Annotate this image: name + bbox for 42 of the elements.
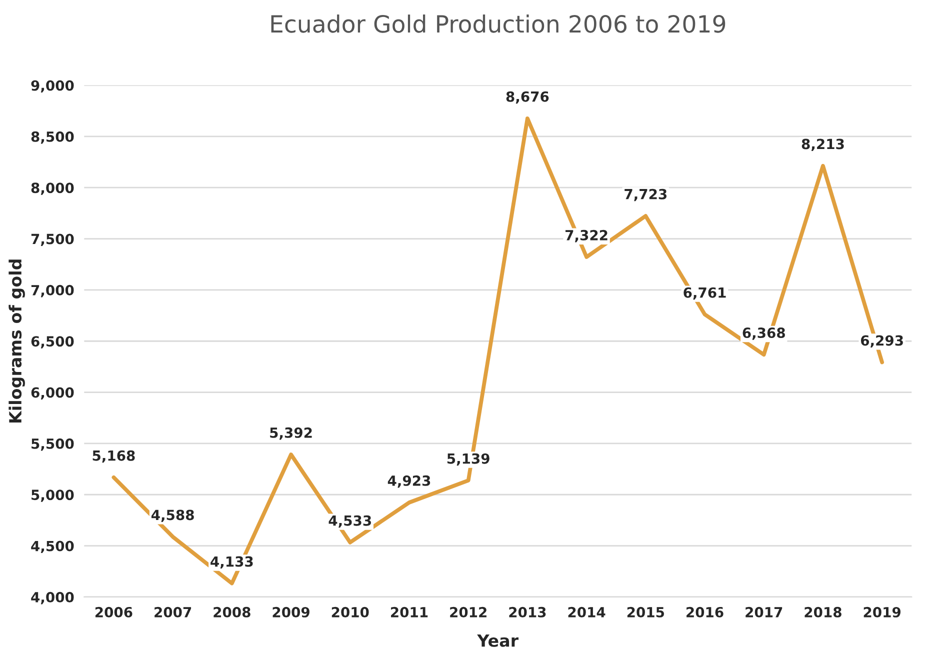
- y-tick-label: 7,000: [31, 284, 74, 298]
- x-tick-label: 2015: [627, 606, 664, 618]
- data-label: 8,213: [802, 138, 844, 152]
- x-tick-label: 2019: [864, 606, 901, 618]
- x-tick-label: 2011: [391, 606, 428, 618]
- data-label: 5,139: [447, 453, 490, 466]
- y-axis-title: Kilograms of gold: [8, 260, 25, 422]
- x-tick-label: 2014: [568, 606, 606, 618]
- x-tick-label: 2009: [272, 606, 310, 618]
- x-tick-label: 2008: [214, 606, 250, 618]
- x-tick-label: 2006: [95, 606, 132, 618]
- chart-title: Ecuador Gold Production 2006 to 2019: [271, 14, 726, 33]
- x-tick-label: 2007: [154, 606, 192, 618]
- y-tick-label: 4,000: [31, 592, 74, 604]
- data-label: 7,322: [566, 230, 608, 242]
- y-tick-label: 6,500: [31, 336, 74, 348]
- y-tick-label: 5,000: [32, 490, 74, 502]
- data-label: 4,133: [210, 556, 253, 569]
- x-tick-label: 2012: [450, 606, 486, 618]
- x-axis-title: Year: [477, 634, 518, 647]
- x-tick-label: 2016: [686, 606, 724, 618]
- data-label: 6,368: [742, 328, 785, 340]
- data-label: 4,588: [151, 510, 194, 522]
- data-label: 6,761: [684, 287, 726, 300]
- data-label: 7,723: [624, 188, 667, 202]
- y-tick-label: 6,000: [31, 387, 74, 400]
- y-tick-label: 8,500: [31, 131, 74, 144]
- data-label: 6,293: [860, 335, 903, 348]
- data-label: 5,168: [92, 450, 135, 463]
- data-label: 5,392: [270, 427, 312, 440]
- data-label: 8,676: [506, 91, 549, 104]
- x-tick-label: 2010: [332, 606, 369, 618]
- y-tick-label: 9,000: [31, 80, 74, 93]
- y-tick-label: 7,500: [31, 234, 74, 246]
- x-tick-label: 2017: [746, 606, 782, 618]
- data-label: 4,923: [388, 475, 430, 488]
- x-tick-label: 2013: [509, 606, 546, 618]
- y-tick-label: 4,500: [31, 540, 74, 554]
- data-label: 4,533: [328, 515, 371, 528]
- y-tick-label: 5,500: [32, 438, 74, 451]
- y-tick-label: 8,000: [31, 182, 74, 195]
- x-tick-label: 2018: [804, 606, 842, 618]
